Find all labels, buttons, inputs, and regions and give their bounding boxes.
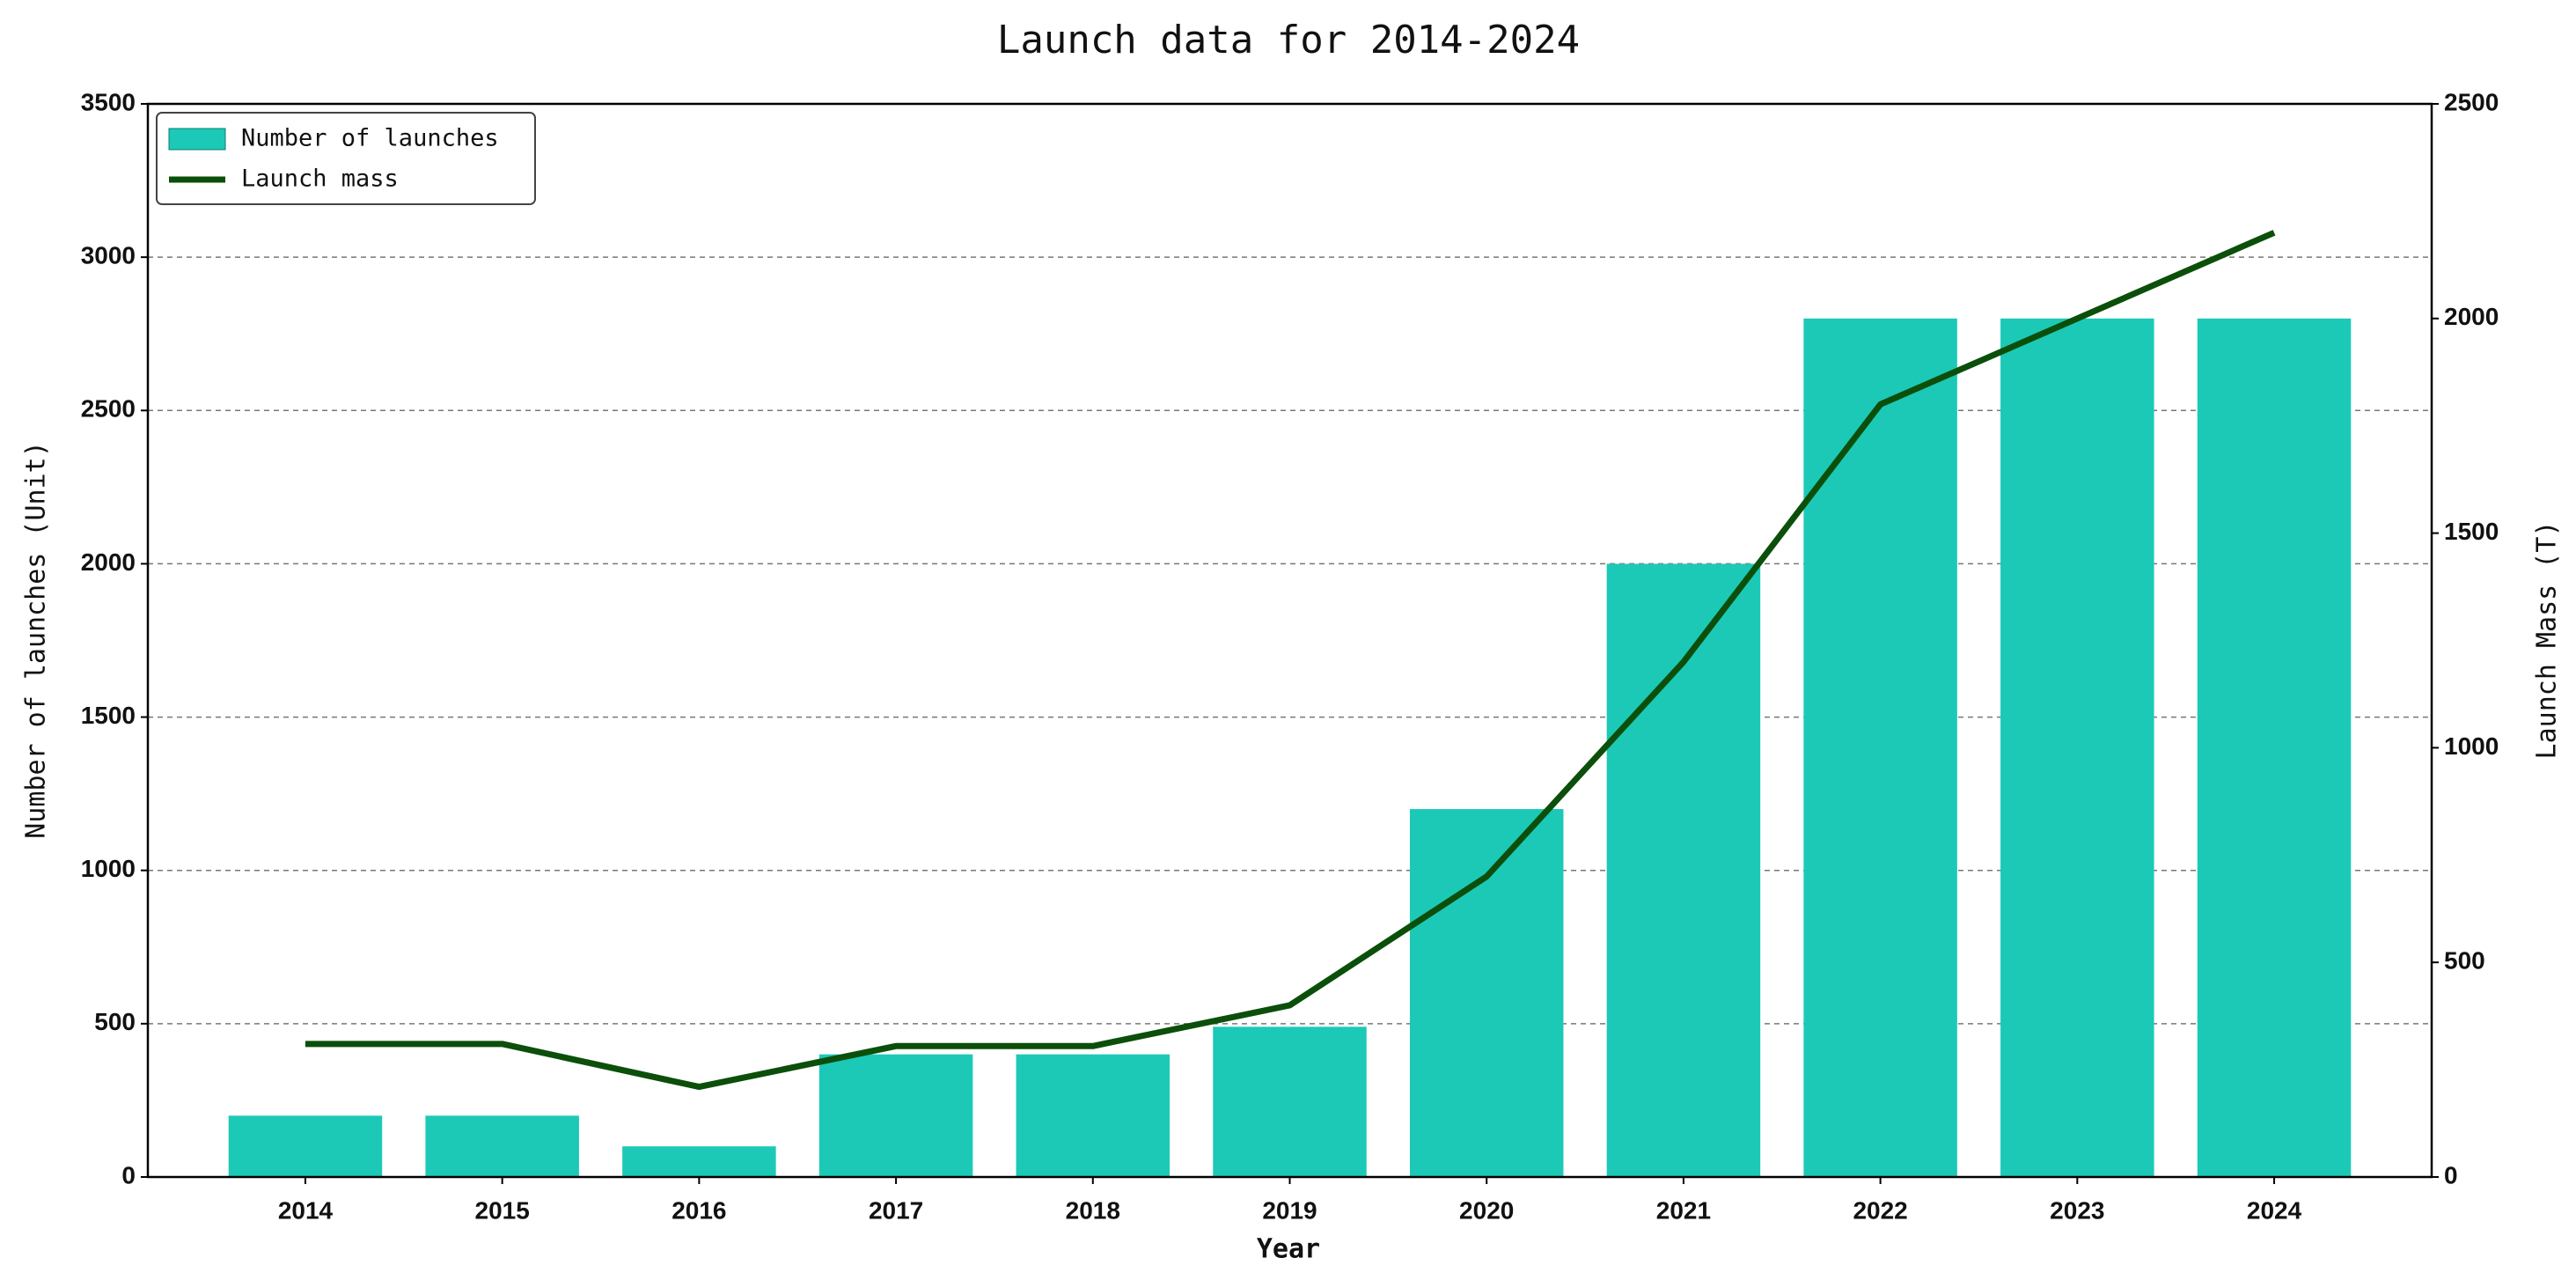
y-tick-label: 3500 (81, 88, 136, 115)
y2-tick-label: 2500 (2444, 88, 2499, 115)
y2-tick-label: 0 (2444, 1161, 2458, 1188)
bar (1606, 563, 1761, 1177)
bar (1409, 809, 1564, 1177)
x-axis-label: Year (1257, 1234, 1320, 1265)
bar (622, 1146, 776, 1177)
legend-swatch (168, 128, 226, 151)
bar (1213, 1026, 1367, 1177)
x-tick-label: 2016 (672, 1196, 726, 1224)
bar (425, 1115, 579, 1177)
y2-axis-label: Launch Mass (T) (2532, 521, 2563, 760)
legend-label: Number of launches (241, 125, 499, 152)
y2-tick-label: 2000 (2444, 303, 2499, 330)
x-tick-label: 2024 (2247, 1196, 2302, 1224)
x-tick-label: 2014 (278, 1196, 334, 1224)
line (305, 230, 2276, 1091)
y-tick-label: 0 (121, 1161, 136, 1188)
plot-frame (146, 102, 2433, 1179)
y2-tick-label: 1500 (2444, 518, 2499, 545)
x-tick-label: 2020 (1459, 1196, 1514, 1224)
y2-tick-label: 1000 (2444, 732, 2499, 760)
y-tick-label: 2500 (81, 395, 136, 423)
y-tick-label: 2000 (81, 548, 136, 576)
bar (818, 1054, 973, 1177)
x-tick-label: 2015 (475, 1196, 530, 1224)
y-tick-label: 1000 (81, 855, 136, 882)
legend-box (156, 112, 536, 205)
legend-label: Launch mass (241, 166, 399, 193)
x-tick-label: 2018 (1066, 1196, 1120, 1224)
x-tick-label: 2023 (2050, 1196, 2104, 1224)
x-tick-label: 2019 (1262, 1196, 1317, 1224)
y-tick-label: 3000 (81, 242, 136, 269)
y-tick-label: 500 (94, 1008, 136, 1035)
y-tick-label: 1500 (81, 702, 136, 729)
bar (2197, 318, 2352, 1177)
bar (228, 1115, 383, 1177)
y2-tick-label: 500 (2444, 947, 2485, 975)
chart-title: Launch data for 2014-2024 (997, 18, 1580, 63)
y-axis-label: Number of launches (Unit) (21, 441, 52, 839)
x-tick-label: 2017 (869, 1196, 923, 1224)
bar (2000, 318, 2154, 1177)
x-tick-label: 2021 (1656, 1196, 1711, 1224)
x-tick-label: 2022 (1853, 1196, 1907, 1224)
bar (1803, 318, 1957, 1177)
bar (1016, 1054, 1171, 1177)
